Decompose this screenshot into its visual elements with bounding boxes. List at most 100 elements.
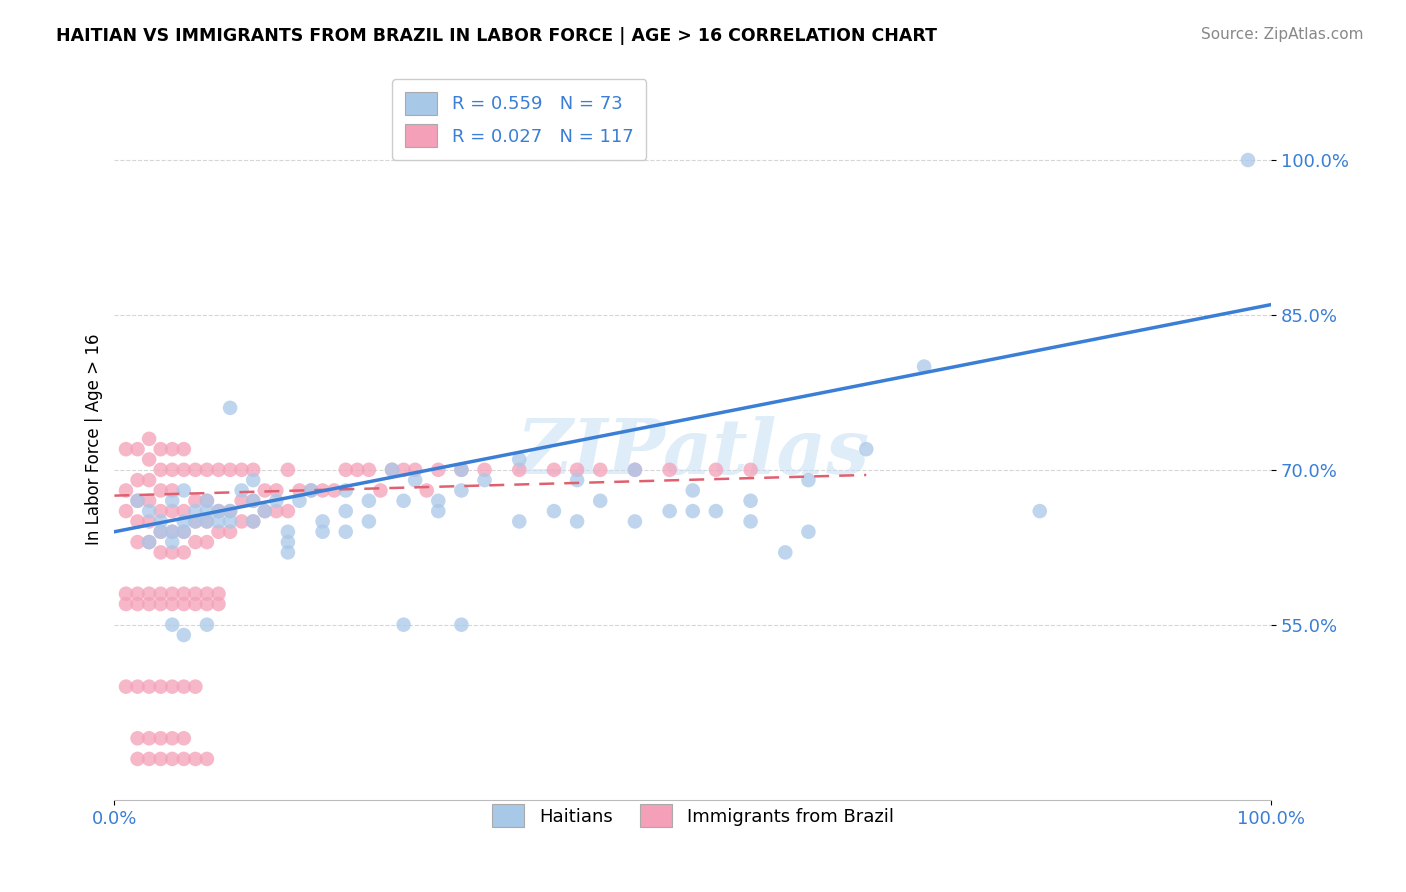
Point [162,587,184,601]
Point [427,493,450,508]
Point [231,515,253,529]
Point [207,597,229,611]
Point [115,680,138,694]
Point [195,463,218,477]
Point [127,752,149,766]
Point [288,483,311,498]
Point [149,442,172,457]
Point [173,524,195,539]
Point [162,504,184,518]
Point [184,463,207,477]
Point [162,597,184,611]
Point [704,463,727,477]
Point [195,515,218,529]
Point [184,493,207,508]
Point [127,535,149,549]
Point [195,535,218,549]
Point [207,463,229,477]
Point [184,587,207,601]
Point [149,680,172,694]
Point [184,680,207,694]
Point [381,463,404,477]
Point [127,731,149,746]
Point [184,515,207,529]
Point [173,680,195,694]
Point [370,483,392,498]
Point [138,504,160,518]
Point [474,463,496,477]
Point [184,597,207,611]
Point [207,515,229,529]
Point [508,463,530,477]
Point [195,504,218,518]
Point [450,483,472,498]
Point [149,545,172,559]
Point [797,524,820,539]
Point [381,463,404,477]
Text: HAITIAN VS IMMIGRANTS FROM BRAZIL IN LABOR FORCE | AGE > 16 CORRELATION CHART: HAITIAN VS IMMIGRANTS FROM BRAZIL IN LAB… [56,27,938,45]
Point [277,545,299,559]
Point [138,680,160,694]
Point [231,483,253,498]
Point [219,515,242,529]
Point [346,463,368,477]
Point [184,535,207,549]
Point [219,504,242,518]
Point [1029,504,1052,518]
Point [335,483,357,498]
Point [565,515,588,529]
Point [219,524,242,539]
Point [392,463,415,477]
Point [149,587,172,601]
Point [195,493,218,508]
Point [427,504,450,518]
Point [740,515,762,529]
Point [138,731,160,746]
Point [149,483,172,498]
Point [415,483,437,498]
Point [277,524,299,539]
Point [450,463,472,477]
Point [138,752,160,766]
Point [231,463,253,477]
Point [138,535,160,549]
Point [173,504,195,518]
Point [704,504,727,518]
Point [288,493,311,508]
Point [138,452,160,467]
Point [797,473,820,487]
Point [149,597,172,611]
Point [162,442,184,457]
Point [219,504,242,518]
Point [335,463,357,477]
Point [392,617,415,632]
Point [474,473,496,487]
Point [162,524,184,539]
Point [149,463,172,477]
Point [184,504,207,518]
Point [682,504,704,518]
Text: ZIPatlas: ZIPatlas [516,417,869,491]
Point [138,493,160,508]
Point [162,524,184,539]
Point [149,504,172,518]
Point [138,597,160,611]
Point [173,628,195,642]
Point [162,463,184,477]
Point [127,442,149,457]
Point [299,483,322,498]
Point [311,515,333,529]
Point [138,515,160,529]
Point [740,463,762,477]
Point [311,483,333,498]
Point [277,504,299,518]
Point [207,504,229,518]
Point [427,463,450,477]
Point [624,515,647,529]
Point [207,524,229,539]
Point [242,515,264,529]
Point [127,597,149,611]
Y-axis label: In Labor Force | Age > 16: In Labor Force | Age > 16 [86,333,103,545]
Point [173,597,195,611]
Legend: Haitians, Immigrants from Brazil: Haitians, Immigrants from Brazil [485,797,901,835]
